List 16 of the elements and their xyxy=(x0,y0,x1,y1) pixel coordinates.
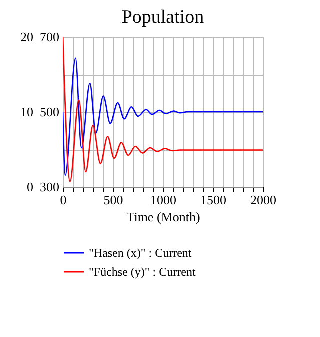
x-tick-label: 0 xyxy=(60,192,67,208)
legend-label: "Hasen (x)" : Current xyxy=(89,246,192,260)
y-tick-label: 500 xyxy=(40,104,60,120)
y2-tick-label: 10 xyxy=(20,104,34,120)
x-tick-label: 500 xyxy=(104,192,124,208)
x-axis-title: Time (Month) xyxy=(126,210,200,224)
x-tick-label: 1000 xyxy=(150,192,176,208)
y2-tick-label: 20 xyxy=(20,30,34,44)
y2-tick-label: 0 xyxy=(27,180,34,194)
chart-title: Population xyxy=(122,7,205,28)
y-tick-label: 700 xyxy=(40,30,60,44)
line-series xyxy=(63,58,263,176)
y-tick-label: 300 xyxy=(40,180,60,194)
x-tick-label: 1500 xyxy=(200,192,226,208)
legend-label: "Füchse (y)" : Current xyxy=(89,265,196,279)
x-tick-label: 2000 xyxy=(250,192,276,208)
